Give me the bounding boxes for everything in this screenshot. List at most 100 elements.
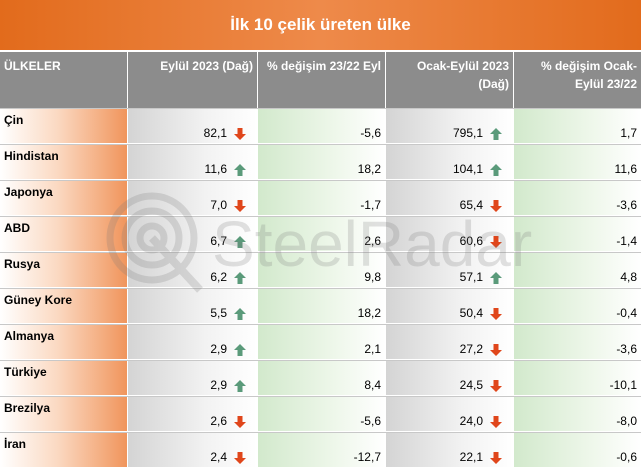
change-sep-cell: 2,6 <box>258 217 386 251</box>
sep-2023-cell: 2,9 <box>128 325 258 359</box>
country-name: Almanya <box>0 325 128 359</box>
jan-sep-2023-value: 27,2 <box>459 342 483 356</box>
change-jan-sep-value: 1,7 <box>620 126 637 140</box>
change-sep-cell: -12,7 <box>258 433 386 467</box>
jan-sep-2023-value: 24,5 <box>459 378 483 392</box>
jan-sep-2023-value: 24,0 <box>459 414 483 428</box>
trend-down-arrow-icon <box>490 380 502 392</box>
change-jan-sep-cell: 4,8 <box>514 253 641 287</box>
trend-up-arrow-icon <box>234 236 246 248</box>
change-sep-value: -5,6 <box>360 126 381 140</box>
jan-sep-2023-cell: 50,4 <box>386 289 514 323</box>
sep-2023-cell: 6,7 <box>128 217 258 251</box>
country-name: Güney Kore <box>0 289 128 323</box>
change-jan-sep-value: -10,1 <box>609 378 637 392</box>
table-row: Güney Kore 5,5 18,2 50,4 -0,4 <box>0 288 641 323</box>
trend-down-arrow-icon <box>490 416 502 428</box>
sep-2023-cell: 2,9 <box>128 361 258 395</box>
country-name: Türkiye <box>0 361 128 395</box>
jan-sep-2023-value: 104,1 <box>452 162 483 176</box>
country-name: İran <box>0 433 128 467</box>
change-jan-sep-value: -0,4 <box>616 306 637 320</box>
trend-up-arrow-icon <box>490 164 502 176</box>
table-row: Türkiye 2,9 8,4 24,5 -10,1 <box>0 360 641 395</box>
table-row: Japonya 7,0 -1,7 65,4 -3,6 <box>0 180 641 215</box>
jan-sep-2023-cell: 22,1 <box>386 433 514 467</box>
change-jan-sep-cell: -3,6 <box>514 325 641 359</box>
change-sep-value: 2,1 <box>364 342 381 356</box>
jan-sep-2023-cell: 795,1 <box>386 109 514 143</box>
change-sep-cell: 9,8 <box>258 253 386 287</box>
trend-up-arrow-icon <box>490 272 502 284</box>
table-row: İran 2,4 -12,7 22,1 -0,6 <box>0 432 641 467</box>
sep-2023-value: 2,4 <box>210 450 227 464</box>
country-name: Hindistan <box>0 145 128 179</box>
jan-sep-2023-value: 22,1 <box>459 450 483 464</box>
change-jan-sep-cell: -8,0 <box>514 397 641 431</box>
trend-up-arrow-icon <box>234 164 246 176</box>
sep-2023-cell: 5,5 <box>128 289 258 323</box>
jan-sep-2023-cell: 27,2 <box>386 325 514 359</box>
trend-down-arrow-icon <box>490 200 502 212</box>
trend-up-arrow-icon <box>234 272 246 284</box>
country-name: Çin <box>0 109 128 143</box>
sep-2023-cell: 2,6 <box>128 397 258 431</box>
change-sep-cell: 2,1 <box>258 325 386 359</box>
jan-sep-2023-cell: 60,6 <box>386 217 514 251</box>
change-sep-value: 8,4 <box>364 378 381 392</box>
trend-up-arrow-icon <box>234 344 246 356</box>
jan-sep-2023-cell: 104,1 <box>386 145 514 179</box>
change-sep-cell: 8,4 <box>258 361 386 395</box>
change-jan-sep-cell: 11,6 <box>514 145 641 179</box>
table-row: Hindistan 11,6 18,2 104,1 11,6 <box>0 144 641 179</box>
sep-2023-value: 11,6 <box>204 162 227 176</box>
sep-2023-cell: 6,2 <box>128 253 258 287</box>
table-row: Almanya 2,9 2,1 27,2 -3,6 <box>0 324 641 359</box>
sep-2023-value: 2,9 <box>210 378 227 392</box>
sep-2023-value: 2,6 <box>210 414 227 428</box>
sep-2023-value: 6,7 <box>210 234 227 248</box>
change-sep-value: 2,6 <box>364 234 381 248</box>
trend-down-arrow-icon <box>234 128 246 140</box>
sep-2023-value: 2,9 <box>210 342 227 356</box>
jan-sep-2023-cell: 65,4 <box>386 181 514 215</box>
change-jan-sep-value: 11,6 <box>614 162 637 176</box>
change-jan-sep-cell: -0,4 <box>514 289 641 323</box>
change-sep-cell: -1,7 <box>258 181 386 215</box>
country-name: Japonya <box>0 181 128 215</box>
jan-sep-2023-cell: 24,0 <box>386 397 514 431</box>
sep-2023-cell: 11,6 <box>128 145 258 179</box>
sep-2023-value: 7,0 <box>210 198 227 212</box>
jan-sep-2023-value: 60,6 <box>459 234 483 248</box>
trend-up-arrow-icon <box>490 128 502 140</box>
sep-2023-cell: 2,4 <box>128 433 258 467</box>
header-sep-2023: Eylül 2023 (Dağ) <box>128 52 258 108</box>
header-change-jan-sep: % değişim Ocak-Eylül 23/22 <box>514 52 641 108</box>
change-jan-sep-cell: -1,4 <box>514 217 641 251</box>
sep-2023-value: 5,5 <box>210 306 227 320</box>
change-jan-sep-value: -8,0 <box>616 414 637 428</box>
table-row: Rusya 6,2 9,8 57,1 4,8 <box>0 252 641 287</box>
table-row: Brezilya 2,6 -5,6 24,0 -8,0 <box>0 396 641 431</box>
header-jan-sep-2023: Ocak-Eylül 2023 (Dağ) <box>386 52 514 108</box>
table-row: Çin 82,1 -5,6 795,1 1,7 <box>0 108 641 143</box>
header-country: ÜLKELER <box>0 52 128 108</box>
jan-sep-2023-cell: 57,1 <box>386 253 514 287</box>
change-sep-cell: -5,6 <box>258 109 386 143</box>
trend-up-arrow-icon <box>234 308 246 320</box>
trend-down-arrow-icon <box>490 452 502 464</box>
country-name: ABD <box>0 217 128 251</box>
change-jan-sep-cell: -3,6 <box>514 181 641 215</box>
jan-sep-2023-value: 65,4 <box>459 198 483 212</box>
change-jan-sep-value: -3,6 <box>616 342 637 356</box>
table-title: İlk 10 çelik üreten ülke <box>0 0 641 52</box>
trend-down-arrow-icon <box>490 308 502 320</box>
change-jan-sep-value: -1,4 <box>616 234 637 248</box>
change-sep-value: -5,6 <box>360 414 381 428</box>
change-sep-value: 9,8 <box>364 270 381 284</box>
change-jan-sep-cell: -0,6 <box>514 433 641 467</box>
country-name: Brezilya <box>0 397 128 431</box>
sep-2023-cell: 82,1 <box>128 109 258 143</box>
header-change-sep: % değişim 23/22 Eyl <box>258 52 386 108</box>
trend-down-arrow-icon <box>234 416 246 428</box>
